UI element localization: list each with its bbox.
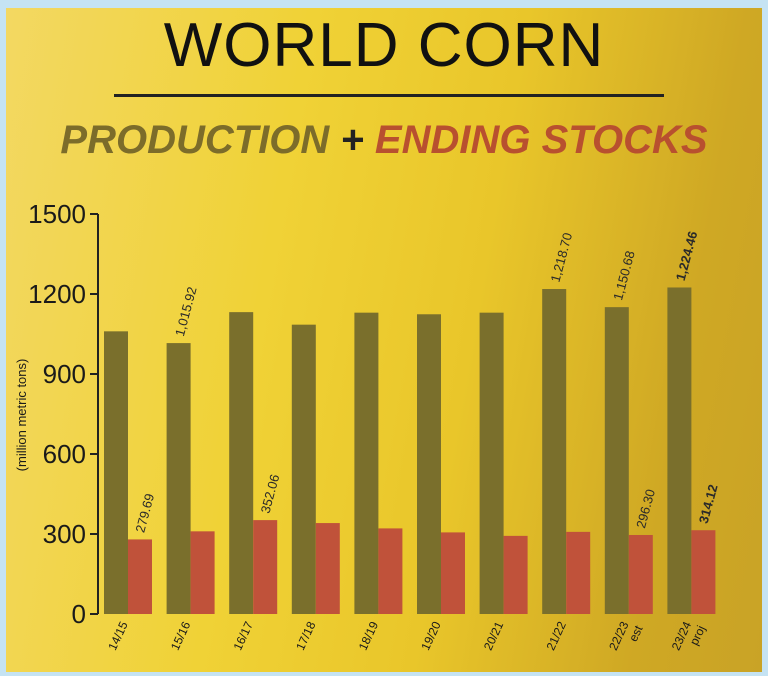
ending-stocks-data-label: 296.30 — [633, 487, 658, 529]
y-tick-label: 900 — [43, 359, 86, 389]
ending-stocks-bar — [566, 531, 591, 614]
x-tick-label: 19/20 — [418, 619, 444, 652]
y-tick-label: 600 — [43, 439, 86, 469]
chart-title: WORLD CORN — [163, 11, 605, 80]
ending-stocks-bar — [378, 528, 403, 614]
production-bar — [104, 331, 128, 614]
ending-stocks-bar — [441, 532, 465, 614]
y-tick-label: 1500 — [28, 199, 86, 229]
production-bar — [604, 307, 629, 614]
chart-subtitle: PRODUCTION + ENDING STOCKS — [0, 118, 768, 163]
y-tick-label: 0 — [72, 599, 86, 629]
x-tick-label: 21/22 — [544, 619, 570, 652]
production-bar — [417, 314, 441, 614]
production-bar — [479, 312, 504, 614]
production-data-label: 1,224.46 — [673, 229, 701, 282]
ending-stocks-bar — [315, 523, 340, 614]
x-tick-label-sub: est — [626, 623, 646, 644]
x-tick-label: 17/18 — [293, 619, 319, 652]
production-bar — [542, 289, 567, 614]
production-data-label: 1,218.70 — [548, 231, 576, 284]
x-tick-label: 14/15 — [105, 619, 131, 652]
y-tick-label: 300 — [43, 519, 86, 549]
production-bar — [354, 312, 379, 614]
x-tick-label: 20/21 — [481, 619, 507, 652]
x-tick-label: 16/17 — [231, 619, 257, 652]
ending-stocks-data-label: 279.69 — [132, 492, 157, 534]
y-tick-label: 1200 — [28, 279, 86, 309]
ending-stocks-bar — [253, 520, 278, 614]
y-axis-label: (million metric tons) — [14, 359, 29, 472]
x-tick-label: 18/19 — [356, 619, 382, 652]
subtitle-production: PRODUCTION — [60, 118, 330, 162]
ending-stocks-bar — [503, 535, 528, 614]
production-data-label: 1,150.68 — [610, 249, 638, 302]
ending-stocks-bar — [691, 530, 716, 614]
production-bar — [229, 312, 254, 614]
subtitle-ending-stocks: ENDING STOCKS — [374, 118, 708, 162]
production-bar — [291, 324, 316, 614]
ending-stocks-data-label: 314.12 — [696, 483, 721, 525]
subtitle-plus: + — [340, 118, 364, 162]
production-bar — [667, 287, 692, 614]
production-data-label: 1,015.92 — [172, 285, 200, 338]
ending-stocks-bar — [190, 531, 215, 614]
ending-stocks-bar — [628, 534, 653, 614]
x-tick-label: 15/16 — [168, 619, 194, 652]
production-bar — [166, 343, 191, 614]
ending-stocks-bar — [128, 539, 152, 614]
ending-stocks-data-label: 352.06 — [258, 473, 283, 515]
title-underline — [114, 94, 664, 97]
